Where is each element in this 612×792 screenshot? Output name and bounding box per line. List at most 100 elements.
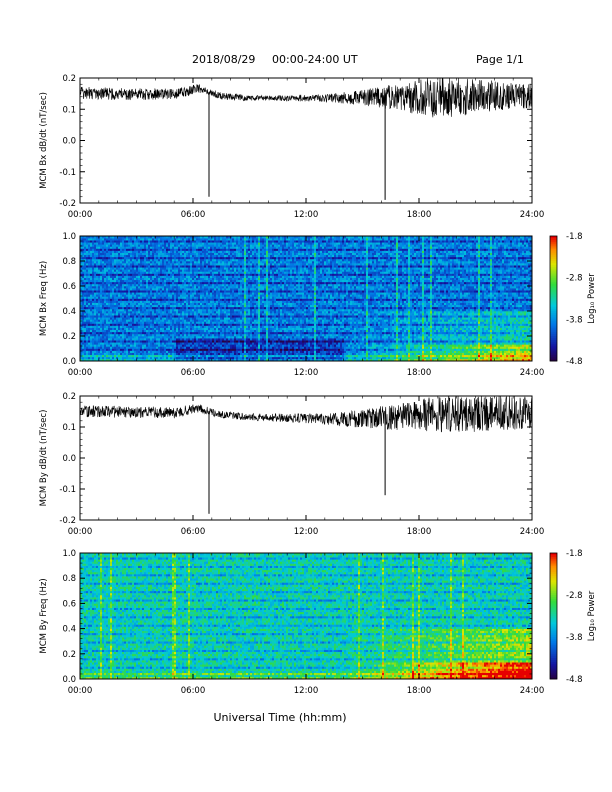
spectrogram-cell [130,333,133,337]
spectrogram-cell [214,327,217,331]
spectrogram-cell [122,290,125,293]
spectrogram-cell [120,258,123,262]
spectrogram-cell [218,288,221,291]
spectrogram-cell [140,317,143,320]
spectrogram-cell [114,242,117,245]
spectrogram-cell [226,329,229,333]
spectrogram-cell [166,356,169,360]
spectrogram-cell [108,333,111,337]
spectrogram-cell [116,346,119,349]
spectrogram-cell [210,286,213,289]
spectrogram-cell [90,354,93,358]
spectrogram-cell [228,317,231,320]
spectrogram-cell [132,236,135,239]
spectrogram-cell [174,296,177,299]
spectrogram-cell [132,358,135,362]
spectrogram-cell [80,244,83,247]
spectrogram-cell [226,354,229,358]
spectrogram-cell [120,336,123,339]
spectrogram-cell [82,275,85,278]
x-tick-label: 24:00 [520,210,545,220]
spectrogram-cell [166,348,169,351]
spectrogram-cell [226,294,229,297]
spectrogram-cell [128,344,131,347]
spectrogram-cell [154,256,157,260]
spectrogram-cell [100,352,103,356]
spectrogram-cell [118,242,121,245]
spectrogram-cell [164,252,167,256]
spectrogram-cell [100,319,103,322]
spectrogram-cell [198,277,201,281]
spectrogram-cell [138,319,141,322]
spectrogram-cell [94,340,97,343]
spectrogram-cell [220,306,223,310]
spectrogram-cell [140,286,143,289]
spectrogram-cell [110,250,113,253]
spectrogram-cell [226,277,229,281]
spectrogram-cell [112,290,115,293]
spectrogram-cell [182,350,185,353]
spectrogram-cell [152,246,155,249]
spectrogram-cell [122,304,125,308]
spectrogram-cell [190,346,193,349]
spectrogram-cell [212,317,215,320]
spectrogram-cell [238,311,241,314]
spectrogram-cell [160,321,163,324]
spectrogram-cell [130,342,133,345]
spectrogram-cell [220,354,223,358]
spectrogram-cell [194,313,197,316]
spectrogram-cell [154,319,157,322]
spectrogram-cell [156,286,159,289]
spectrogram-cell [162,263,165,266]
spectrogram-cell [94,244,97,247]
spectrogram-cell [226,325,229,328]
spectrogram-cell [124,244,127,247]
spectrogram-cell [204,286,207,289]
spectrogram-cell [86,252,89,256]
spectrogram-cell [150,352,153,356]
spectrogram-cell [214,306,217,310]
spectrogram-cell [154,346,157,349]
spectrogram-cell [184,346,187,349]
spectrogram-cell [162,292,165,295]
spectrogram-cell [120,313,123,316]
spectrogram-cell [158,267,161,270]
spectrogram-cell [212,313,215,316]
spectrogram-cell [94,290,97,293]
spectrogram-cell [170,294,173,297]
spectrogram-cell [184,244,187,247]
spectrogram-cell [238,254,241,258]
spectrogram-cell [236,308,239,312]
spectrogram-cell [224,358,227,362]
spectrogram-cell [122,246,125,249]
spectrogram-cell [122,250,125,253]
spectrogram-cell [182,288,185,291]
spectrogram-cell [228,315,231,318]
spectrogram-cell [206,271,209,274]
spectrogram-cell [216,250,219,253]
spectrogram-cell [104,271,107,274]
spectrogram-cell [176,331,179,335]
spectrogram-cell [138,265,141,268]
spectrogram-cell [90,336,93,339]
spectrogram-cell [126,294,129,297]
spectrogram-cell [82,240,85,243]
spectrogram-cell [208,261,211,264]
spectrogram-cell [98,327,101,331]
spectrogram-cell [130,252,133,256]
spectrogram-cell [196,290,199,293]
spectrogram-cell [82,286,85,289]
spectrogram-cell [98,342,101,345]
spectrogram-cell [192,290,195,293]
spectrogram-cell [166,277,169,281]
spectrogram-cell [114,329,117,333]
spectrogram-cell [134,313,137,316]
spectrogram-cell [130,302,133,306]
spectrogram-cell [220,352,223,356]
spectrogram-cell [90,288,93,291]
spectrogram-cell [152,329,155,333]
spectrogram-cell [102,315,105,318]
spectrogram-cell [82,336,85,339]
spectrogram-cell [196,333,199,337]
spectrogram-cell [130,304,133,308]
